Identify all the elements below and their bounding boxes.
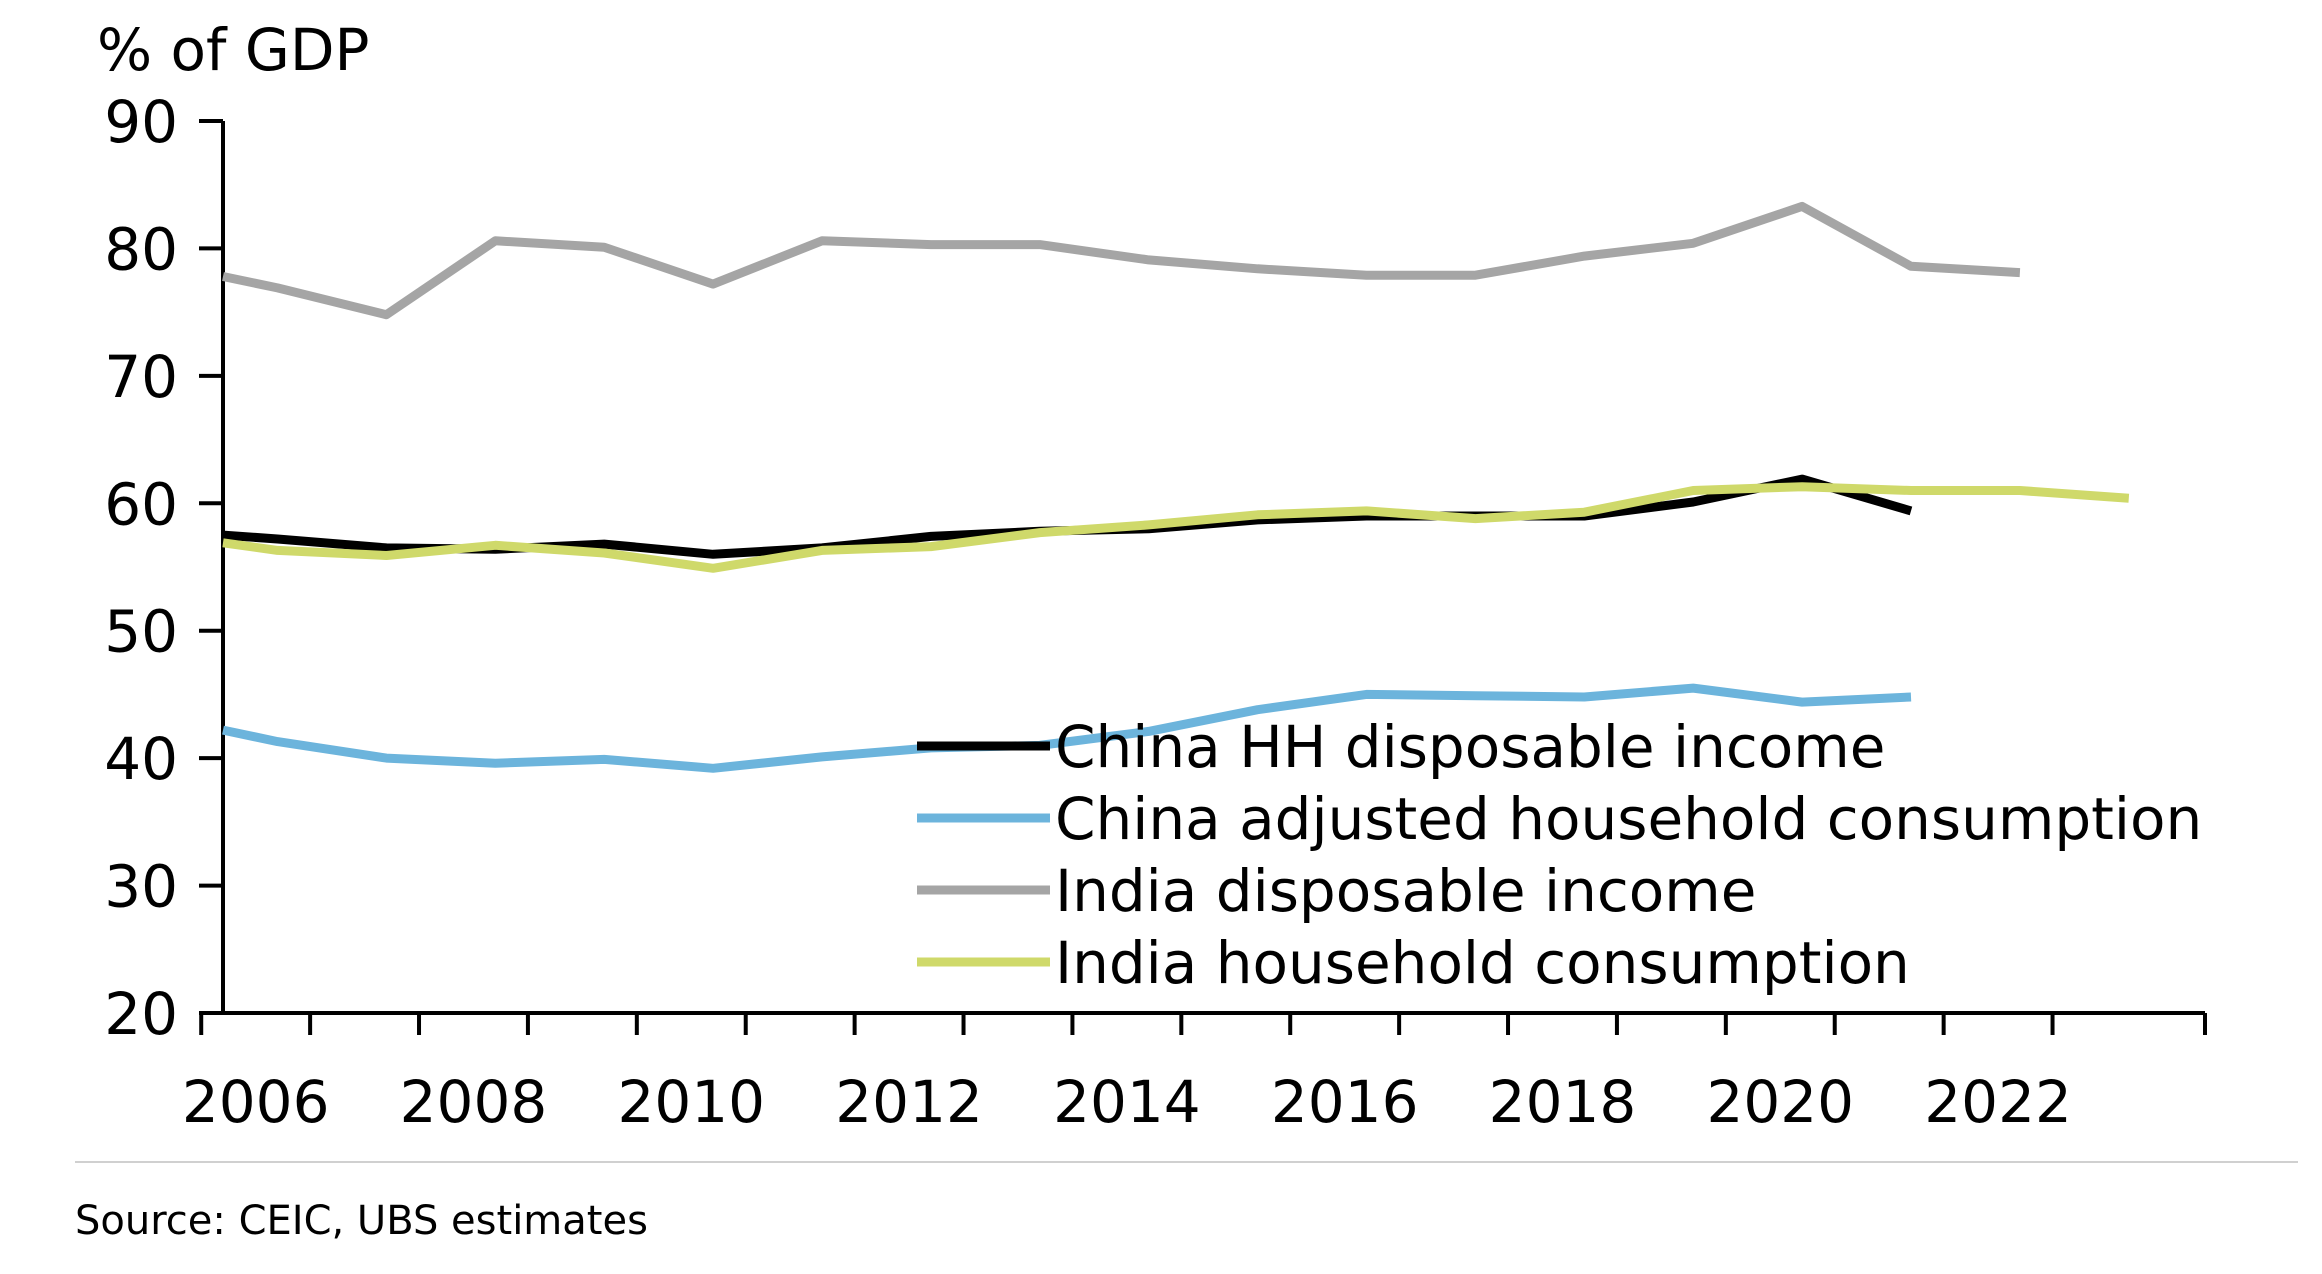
y-axis-unit-label: % of GDP [97,16,369,84]
x-tick-label: 2016 [1271,1068,1419,1136]
x-tick-label: 2018 [1489,1068,1637,1136]
source-note: Source: CEIC, UBS estimates [75,1198,648,1244]
x-tick-label: 2020 [1706,1068,1854,1136]
x-tick-label: 2014 [1053,1068,1201,1136]
y-axis: 20 30 40 50 60 70 80 90 [104,88,225,1048]
x-tick-label: 2010 [617,1068,765,1136]
y-tick-label: 50 [104,598,178,666]
y-tick-label: 30 [104,853,178,921]
y-tick-label: 80 [104,215,178,283]
y-tick-label: 90 [104,88,178,156]
series-line-india-household-consumption [222,482,2130,573]
y-tick-label: 60 [104,470,178,538]
y-tick-label: 20 [104,980,178,1048]
x-axis: 2006 2008 2010 2012 2014 2016 2018 2020 2022 [182,1011,2207,1136]
y-tick-label: 40 [104,725,178,793]
legend-label: India household consumption [1055,929,1910,997]
legend-label: India disposable income [1055,857,1756,925]
series-line-india-disposable-income [222,201,2021,320]
x-tick-label: 2022 [1924,1068,2072,1136]
x-tick-label: 2012 [835,1068,983,1136]
series-lines [222,201,2130,773]
y-tick-label: 70 [104,343,178,411]
legend-label: China HH disposable income [1055,713,1885,781]
legend-label: China adjusted household consumption [1055,785,2202,853]
x-tick-label: 2008 [400,1068,548,1136]
x-tick-label: 2006 [182,1068,330,1136]
